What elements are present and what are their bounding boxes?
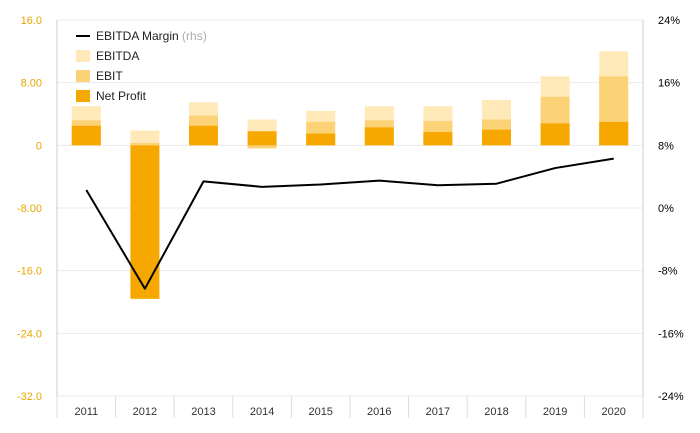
bar-ebit [130, 142, 160, 146]
bar-net-profit [71, 125, 101, 146]
y-tick-label-left: 16.0 [21, 15, 42, 27]
y-tick-label-right: 8% [658, 140, 674, 152]
axes: 16.0 8.00 0 -8.00 -16.0 -24.0 -32.0 24% 16% 8% 0% -… [17, 15, 684, 418]
y-tick-label-left: -32.0 [17, 391, 42, 403]
x-tick-label: 2017 [426, 406, 450, 418]
y-tick-label-left: 0 [36, 140, 42, 152]
y-tick-label-left: -8.00 [17, 203, 42, 215]
y-tick-label-right: -16% [658, 328, 684, 340]
x-tick-label: 2016 [367, 406, 391, 418]
bar-ebit [247, 145, 277, 149]
legend-label-margin: EBITDA Margin (rhs) [96, 29, 207, 43]
y-tick-label-right: 0% [658, 203, 674, 215]
legend-label-net-profit: Net Profit [96, 89, 147, 103]
x-tick-label: 2015 [308, 406, 332, 418]
legend-label-ebitda: EBITDA [96, 49, 139, 63]
y-tick-label-left: -16.0 [17, 266, 42, 278]
bar-net-profit [306, 133, 336, 146]
x-tick-label: 2019 [543, 406, 567, 418]
x-tick-label: 2014 [250, 406, 274, 418]
bar-ebitda [130, 130, 160, 146]
bars [71, 51, 629, 299]
margin-line-path [85, 157, 614, 290]
bar-net-profit [247, 131, 277, 146]
x-tick-label: 2018 [484, 406, 508, 418]
legend-swatch-net-profit [76, 90, 90, 102]
bar-net-profit [540, 123, 570, 146]
x-tick-label: 2011 [74, 406, 98, 418]
margin-line [85, 157, 614, 290]
bar-net-profit [364, 127, 394, 146]
bar-net-profit [482, 129, 511, 146]
bar-net-profit [599, 121, 629, 146]
x-tick-label: 2013 [191, 406, 215, 418]
x-tick-label: 2020 [601, 406, 625, 418]
y-tick-label-right: -24% [658, 391, 684, 403]
y-tick-label-left: 8.00 [21, 78, 42, 90]
bar-net-profit [130, 145, 160, 299]
y-tick-label-right: 16% [658, 78, 680, 90]
bar-net-profit [423, 132, 453, 146]
x-tick-label: 2012 [133, 406, 157, 418]
y-tick-label-right: -8% [658, 266, 678, 278]
legend-swatch-ebit [76, 70, 90, 82]
legend-swatch-ebitda [76, 50, 90, 62]
legend: EBITDA Margin (rhs) EBITDA EBIT Net Prof… [76, 29, 207, 103]
y-tick-label-left: -24.0 [17, 328, 42, 340]
legend-label-ebit: EBIT [96, 69, 123, 83]
y-tick-label-right: 24% [658, 15, 680, 27]
bar-net-profit [189, 125, 218, 146]
